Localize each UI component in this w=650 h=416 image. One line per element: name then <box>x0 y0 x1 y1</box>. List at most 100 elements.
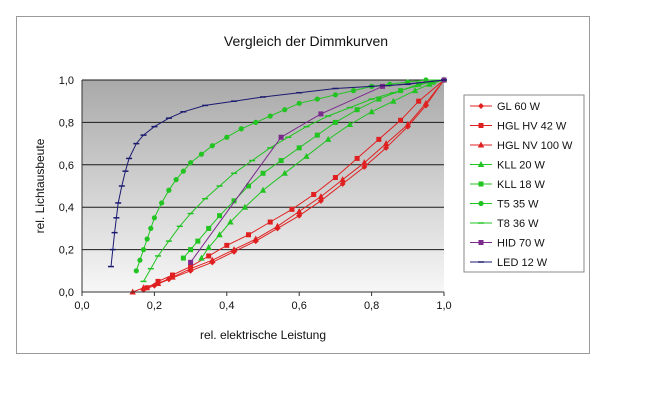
y-tick-label: 0,0 <box>59 287 74 299</box>
legend-label: KLL 20 W <box>497 160 546 172</box>
data-point <box>303 152 310 159</box>
plot-area <box>82 80 444 292</box>
data-point <box>346 121 354 128</box>
chart-title: Vergleich der Dimmkurven <box>224 33 388 49</box>
data-point <box>422 99 430 106</box>
data-point <box>198 254 205 261</box>
data-point <box>159 200 165 206</box>
data-point <box>246 232 252 238</box>
x-tick-label: 0,2 <box>147 300 162 312</box>
data-point <box>278 158 284 164</box>
data-point <box>311 191 317 197</box>
data-point <box>217 213 223 219</box>
legend-marker <box>478 103 484 109</box>
data-point <box>188 247 194 253</box>
series-t5-35-w <box>133 77 447 274</box>
series-t8-36-w <box>140 79 447 283</box>
data-point <box>317 197 324 204</box>
data-point <box>430 79 436 85</box>
data-point <box>361 159 368 166</box>
data-point <box>350 88 357 94</box>
legend-marker <box>478 123 484 128</box>
data-point <box>224 242 230 248</box>
legend-item: KLL 18 W <box>470 179 546 191</box>
legend-marker <box>478 200 484 207</box>
data-point <box>416 98 422 104</box>
legend-item: HGL NV 100 W <box>470 140 573 152</box>
data-point <box>227 218 234 225</box>
y-tick-label: 0,2 <box>59 245 74 257</box>
legend-label: HID 70 W <box>497 238 545 250</box>
data-point <box>253 119 259 125</box>
data-point <box>317 193 325 200</box>
data-point <box>368 108 375 115</box>
data-point <box>252 235 259 242</box>
data-point <box>274 222 281 229</box>
data-point <box>411 87 419 94</box>
y-tick-label: 0,6 <box>59 160 74 172</box>
data-point <box>209 256 216 263</box>
data-point <box>267 219 273 225</box>
legend-label: LED 12 W <box>497 257 548 269</box>
x-tick-label: 0,8 <box>364 300 379 312</box>
legend-label: HGL HV 42 W <box>497 121 567 133</box>
data-point <box>426 80 433 87</box>
data-point <box>151 215 157 221</box>
legend-marker <box>477 161 485 167</box>
data-point <box>205 243 212 250</box>
legend-item: T8 36 W <box>470 218 539 230</box>
data-point <box>354 107 360 113</box>
data-point <box>390 97 397 104</box>
data-point <box>173 177 179 183</box>
data-point <box>383 144 390 151</box>
legend-label: KLL 18 W <box>497 179 546 191</box>
data-point <box>314 96 320 102</box>
legend-label: T5 35 W <box>497 199 539 211</box>
data-point <box>289 206 295 212</box>
data-point <box>416 81 422 87</box>
data-point <box>224 134 230 140</box>
data-point <box>376 96 382 102</box>
data-point <box>137 257 143 263</box>
data-point <box>376 136 382 142</box>
data-point <box>195 238 201 244</box>
legend-label: GL 60 W <box>497 101 541 113</box>
data-point <box>206 253 212 259</box>
x-axis-label: rel. elektrische Leistung <box>200 328 326 342</box>
data-point <box>180 255 186 261</box>
data-point <box>209 143 215 149</box>
legend: GL 60 W HGL HV 42 W HGL NV 100 W KLL 20 W KL… <box>470 101 573 269</box>
data-point <box>314 132 320 138</box>
series-led-12-w <box>107 79 447 268</box>
series-line <box>143 79 445 291</box>
legend-label: HGL NV 100 W <box>497 140 573 152</box>
data-point <box>169 273 176 280</box>
data-point <box>241 203 249 210</box>
legend-label: T8 36 W <box>497 218 539 230</box>
data-point <box>278 134 284 140</box>
data-point <box>187 265 194 272</box>
legend-item: LED 12 W <box>470 257 548 269</box>
x-tick-label: 1,0 <box>436 300 451 312</box>
data-point <box>206 225 212 231</box>
series-layer <box>107 76 448 295</box>
data-point <box>260 170 266 176</box>
y-tick-label: 0,8 <box>59 117 74 129</box>
data-point <box>296 100 302 106</box>
x-tick-label: 0,4 <box>219 300 234 312</box>
legend-marker <box>478 240 484 245</box>
data-point <box>332 175 338 181</box>
data-point <box>267 113 273 119</box>
legend-item: T5 35 W <box>470 199 539 211</box>
data-point <box>332 92 338 98</box>
y-tick-label: 1,0 <box>59 75 74 87</box>
data-point <box>382 140 390 147</box>
legend-item: HGL HV 42 W <box>470 121 567 133</box>
data-point <box>296 145 302 151</box>
data-point <box>133 268 139 274</box>
data-point <box>231 198 237 204</box>
data-point <box>332 119 338 125</box>
data-point <box>238 126 244 132</box>
data-point <box>246 183 252 189</box>
